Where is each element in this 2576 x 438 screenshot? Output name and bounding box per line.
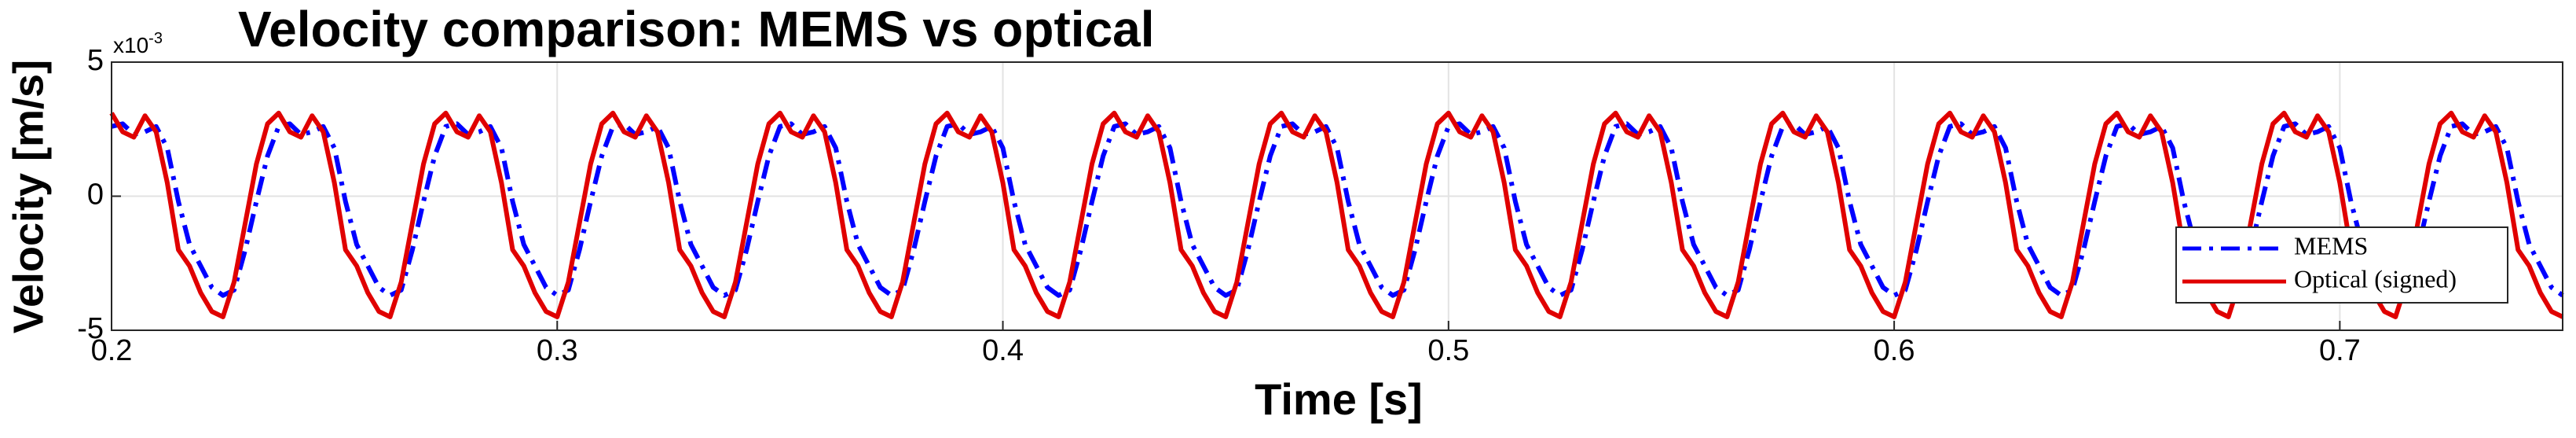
x-tick-label: 0.6 (1874, 334, 1915, 367)
data-line (109, 110, 2564, 319)
x-tick-label: 0.2 (91, 334, 133, 367)
plot-lines (109, 110, 2564, 319)
x-tick-label: 0.3 (537, 334, 578, 367)
y-multiplier-exponent: -3 (148, 30, 163, 47)
legend: MEMS Optical (signed) (2175, 226, 2508, 304)
plot-frame (111, 61, 2563, 331)
y-tick-label: -5 (77, 312, 104, 345)
legend-box (2175, 226, 2508, 304)
x-tick-label: 0.7 (2319, 334, 2361, 367)
y-axis-label: Velocity [m/s] (5, 60, 52, 333)
data-line (111, 121, 2564, 298)
y-tick-label: 5 (87, 44, 104, 77)
x-axis-label: Time [s] (1255, 374, 1423, 424)
x-tick-label: 0.4 (982, 334, 1024, 367)
x-tick-label: 0.5 (1427, 334, 1469, 367)
legend-label: Optical (signed) (2294, 264, 2457, 293)
y-multiplier: x10-3 (113, 30, 163, 57)
y-multiplier-base: x10 (113, 33, 148, 57)
chart-title: Velocity comparison: MEMS vs optical (238, 1, 1155, 57)
legend-label: MEMS (2294, 231, 2368, 259)
y-tick-label: 0 (87, 179, 104, 212)
